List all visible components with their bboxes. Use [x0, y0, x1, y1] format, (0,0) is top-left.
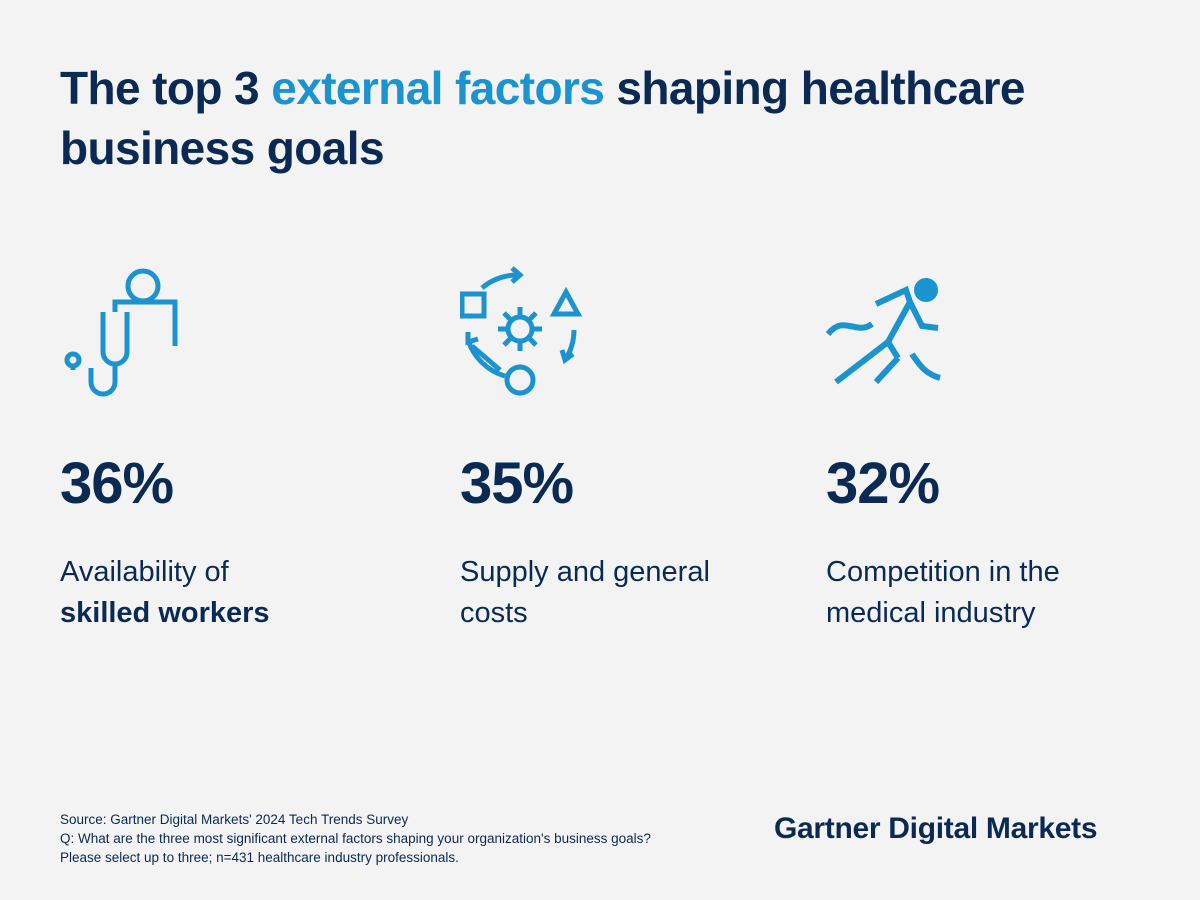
stat-card-competition: 32% Competition in the medical industry: [826, 262, 1156, 629]
title-highlight: external factors: [271, 62, 605, 114]
stat-card-supply-costs: 35% Supply and general costs: [460, 262, 790, 629]
stat-description: Supply and general costs: [460, 556, 710, 629]
footnote-source: Source: Gartner Digital Markets' 2024 Te…: [60, 812, 409, 827]
cycle-gear-shapes-icon: [460, 262, 620, 412]
footnote-question: Q: What are the three most significant e…: [60, 831, 651, 846]
runner-icon: [826, 262, 986, 412]
stat-value: 35%: [460, 451, 574, 516]
stat-description: Availability of skilled workers: [60, 552, 380, 634]
stat-description-bold: skilled workers: [60, 597, 270, 629]
stat-value: 36%: [60, 451, 174, 516]
stat-description: Competition in the medical industry: [826, 556, 1060, 629]
footnote-sample: Please select up to three; n=431 healthc…: [60, 850, 459, 865]
stat-card-skilled-workers: 36% Availability of skilled workers: [60, 262, 390, 629]
stat-value: 32%: [826, 451, 940, 516]
stat-description-text: Availability of: [60, 556, 229, 588]
title-part-1: The top 3: [60, 62, 272, 114]
brand-logo: Gartner Digital Markets: [774, 812, 1098, 845]
source-footnote: Source: Gartner Digital Markets' 2024 Te…: [60, 810, 760, 867]
page-title: The top 3 external factors shaping healt…: [60, 58, 1160, 178]
title-part-2: shaping healthcare business goals: [60, 62, 1025, 174]
stethoscope-doctor-icon: [60, 262, 220, 412]
